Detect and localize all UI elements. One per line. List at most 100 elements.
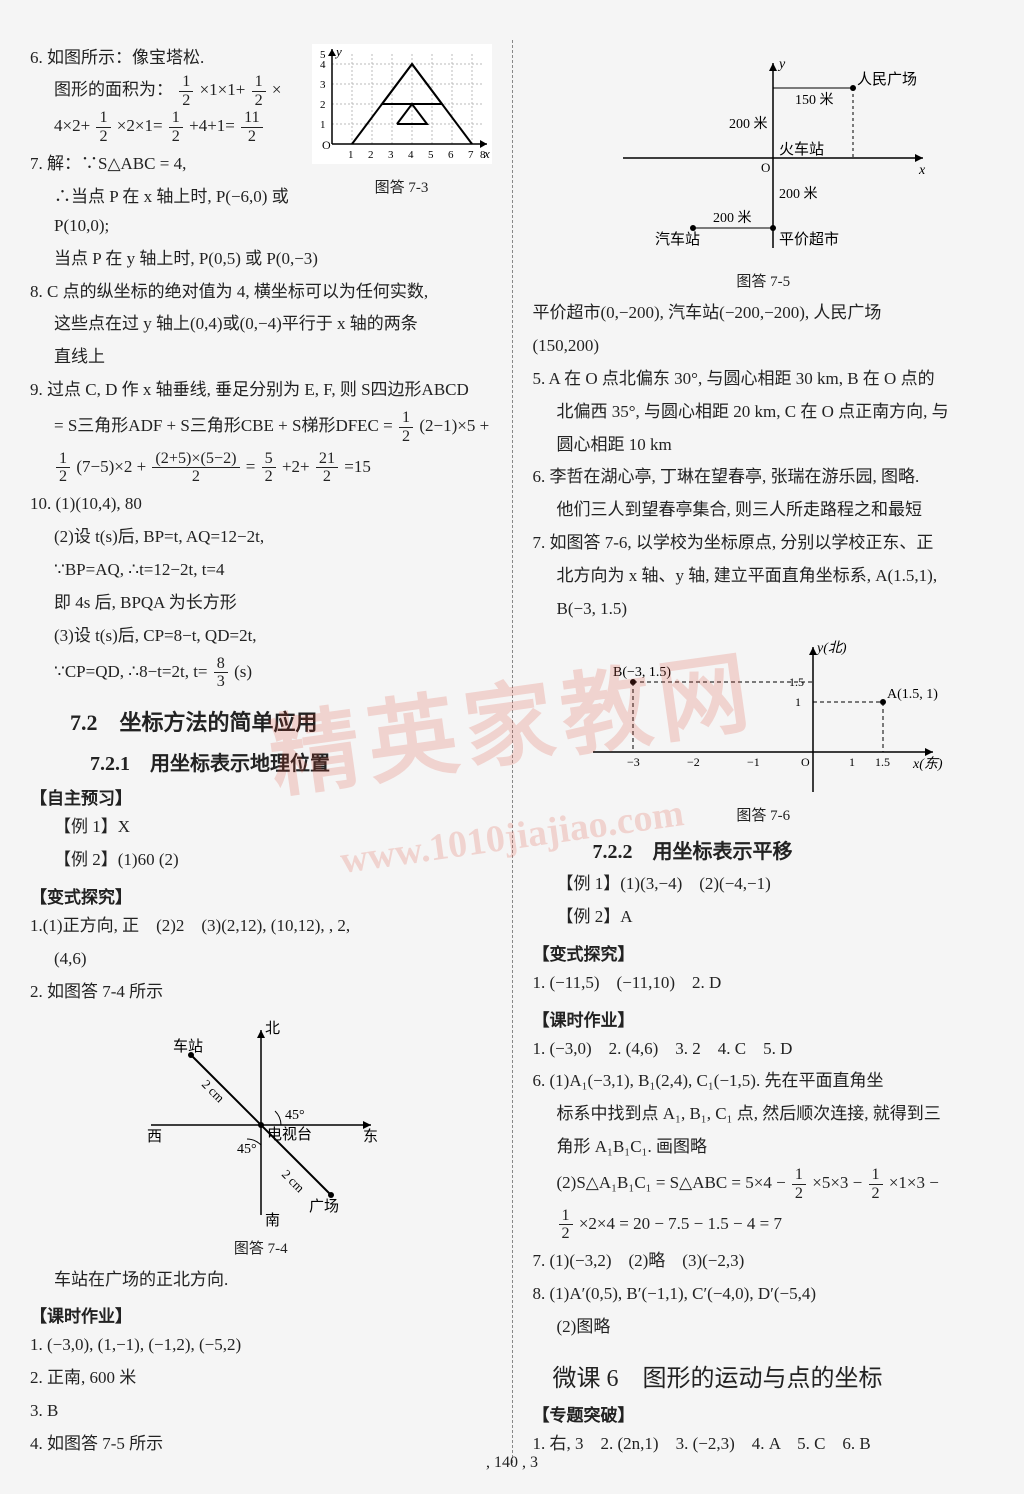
svg-text:平价超市: 平价超市 — [779, 231, 839, 248]
q10-c: ∵BP=AQ, ∴t=12−2t, t=4 — [30, 556, 492, 585]
svg-text:y: y — [334, 44, 342, 59]
rk1: 1. (−3,0) 2. (4,6) 3. 2 4. C 5. D — [533, 1035, 995, 1064]
svg-text:2: 2 — [320, 99, 326, 111]
svg-text:2 cm: 2 cm — [279, 1166, 308, 1195]
r-example-1: 【例 1】(1)(3,−4) (2)(−4,−1) — [533, 870, 995, 899]
r7-a: 7. 如图答 7-6, 以学校为坐标原点, 分别以学校正东、正 — [533, 529, 995, 558]
k2: 2. 正南, 600 米 — [30, 1364, 492, 1393]
rk6-a: 6. (1)A₁(−3,1), B₁(2,4), C₁(−1,5). 先在平面直… — [533, 1067, 995, 1096]
r5-c: 圆心相距 10 km — [533, 431, 995, 460]
svg-text:y: y — [777, 57, 786, 72]
svg-text:5: 5 — [320, 49, 326, 61]
svg-text:A(1.5, 1): A(1.5, 1) — [887, 687, 938, 702]
svg-text:x: x — [483, 146, 490, 161]
svg-text:4: 4 — [408, 149, 414, 161]
r7-c: B(−3, 1.5) — [533, 595, 995, 624]
b1-a: 1.(1)正方向, 正 (2)2 (3)(2,12), (10,12), , 2… — [30, 912, 492, 941]
r-intro2: (150,200) — [533, 332, 995, 361]
k1: 1. (−3,0), (1,−1), (−1,2), (−5,2) — [30, 1331, 492, 1360]
graph-7-5: 人民广场 150 米 200 米 火车站 200 米 200 米 汽车站 平价超… — [583, 48, 943, 268]
svg-text:1: 1 — [795, 695, 801, 709]
q8-c: 直线上 — [30, 343, 492, 372]
q10-f: ∵CP=QD, ∴8−t=2t, t= 83 (s) — [30, 655, 492, 692]
svg-text:O: O — [322, 138, 331, 152]
example-2: 【例 2】(1)60 (2) — [30, 846, 492, 875]
q10-e: (3)设 t(s)后, CP=8−t, QD=2t, — [30, 622, 492, 651]
zhuanti-tupo-title: 【专题突破】 — [533, 1401, 995, 1426]
label-renmin: 人民广场 — [857, 71, 917, 88]
graph-7-5-container: 人民广场 150 米 200 米 火车站 200 米 200 米 汽车站 平价超… — [533, 48, 995, 291]
svg-text:西: 西 — [147, 1129, 162, 1145]
q9-b: = S三角形ADF + S三角形CBE + S梯形DFEC = 12 (2−1)… — [30, 409, 492, 446]
q10-d: 即 4s 后, BPQA 为长方形 — [30, 589, 492, 618]
svg-text:200 米: 200 米 — [729, 116, 768, 132]
zizhu-yuxi-title: 【自主预习】 — [30, 784, 492, 809]
svg-text:2 cm: 2 cm — [199, 1076, 228, 1105]
graph-7-6-caption: 图答 7-6 — [533, 804, 995, 825]
svg-text:东: 东 — [363, 1128, 378, 1145]
section-7-2-1-title: 7.2.1 用坐标表示地理位置 — [90, 747, 492, 776]
svg-text:45°: 45° — [237, 1142, 257, 1157]
rk8-b: (2)图略 — [533, 1313, 995, 1342]
graph-7-4-caption: 图答 7-4 — [30, 1237, 492, 1258]
svg-text:3: 3 — [388, 149, 394, 161]
graph-7-3-caption: 图答 7-3 — [312, 176, 492, 202]
column-divider — [512, 40, 513, 1463]
graph-7-6: B(−3, 1.5) A(1.5, 1) y(北) x(东) −3 −2 −1 … — [573, 632, 953, 802]
graph-7-6-container: B(−3, 1.5) A(1.5, 1) y(北) x(东) −3 −2 −1 … — [533, 632, 995, 825]
svg-text:6: 6 — [448, 149, 454, 161]
r6-a: 6. 李哲在湖心亭, 丁琳在望春亭, 张瑞在游乐园, 图略. — [533, 463, 995, 492]
graph-7-4-container: 45° 45° 2 cm 2 cm 北 南 东 西 车站 电视台 广场 图答 7… — [30, 1015, 492, 1258]
rk8-a: 8. (1)A′(0,5), B′(−1,1), C′(−4,0), D′(−5… — [533, 1280, 995, 1309]
r7-b: 北方向为 x 轴、y 轴, 建立平面直角坐标系, A(1.5,1), — [533, 562, 995, 591]
q7-c: 当点 P 在 y 轴上时, P(0,5) 或 P(0,−3) — [30, 245, 492, 274]
svg-text:车站: 车站 — [173, 1038, 203, 1055]
svg-text:200 米: 200 米 — [713, 210, 752, 226]
svg-text:3: 3 — [320, 79, 326, 91]
page-number: , 140 , 3 — [486, 1454, 538, 1472]
svg-text:y(北): y(北) — [815, 640, 847, 656]
svg-text:电视台: 电视台 — [267, 1126, 312, 1143]
svg-text:7: 7 — [468, 149, 474, 161]
r5-a: 5. A 在 O 点北偏东 30°, 与圆心相距 30 km, B 在 O 点的 — [533, 365, 995, 394]
svg-text:x(东): x(东) — [912, 756, 943, 772]
svg-text:5: 5 — [428, 149, 434, 161]
rk7: 7. (1)(−3,2) (2)略 (3)(−2,3) — [533, 1247, 995, 1276]
svg-text:1: 1 — [348, 149, 354, 161]
section-7-2-title: 7.2 坐标方法的简单应用 — [70, 705, 492, 737]
svg-text:1: 1 — [320, 119, 326, 131]
svg-text:南: 南 — [265, 1212, 280, 1229]
k4: 4. 如图答 7-5 所示 — [30, 1430, 492, 1459]
bianshi-tanjiu-title-r: 【变式探究】 — [533, 940, 995, 965]
q10-a: 10. (1)(10,4), 80 — [30, 490, 492, 519]
svg-text:−1: −1 — [747, 755, 760, 769]
svg-text:O: O — [801, 755, 810, 769]
q9-a: 9. 过点 C, D 作 x 轴垂线, 垂足分别为 E, F, 则 S四边形AB… — [30, 376, 492, 405]
graph-7-3: O 12 34 56 78 12 34 5 x y — [312, 44, 492, 164]
r-intro: 平价超市(0,−200), 汽车站(−200,−200), 人民广场 — [533, 299, 995, 328]
svg-text:广场: 广场 — [309, 1198, 339, 1215]
svg-text:1.5: 1.5 — [789, 675, 804, 689]
svg-text:O: O — [761, 160, 770, 175]
rk6-2: (2)S△A₁B₁C₁ = S△ABC = 5×4 − 12 ×5×3 − 12… — [533, 1166, 995, 1203]
b2: 2. 如图答 7-4 所示 — [30, 978, 492, 1007]
graph-7-3-container: O 12 34 56 78 12 34 5 x y 图答 7-3 — [312, 44, 492, 201]
example-1: 【例 1】X — [30, 813, 492, 842]
svg-text:−3: −3 — [627, 755, 640, 769]
svg-text:1.5: 1.5 — [875, 755, 890, 769]
svg-text:北: 北 — [265, 1020, 280, 1037]
page-columns: O 12 34 56 78 12 34 5 x y 图答 7-3 6. 如图所示… — [30, 40, 994, 1463]
graph-7-4: 45° 45° 2 cm 2 cm 北 南 东 西 车站 电视台 广场 — [131, 1015, 391, 1235]
svg-text:火车站: 火车站 — [779, 141, 824, 158]
svg-text:−2: −2 — [687, 755, 700, 769]
r6-b: 他们三人到望春亭集合, 则三人所走路程之和最短 — [533, 496, 995, 525]
left-column: O 12 34 56 78 12 34 5 x y 图答 7-3 6. 如图所示… — [30, 40, 492, 1463]
q8-b: 这些点在过 y 轴上(0,4)或(0,−4)平行于 x 轴的两条 — [30, 310, 492, 339]
graph-7-5-caption: 图答 7-5 — [533, 270, 995, 291]
q6-block: O 12 34 56 78 12 34 5 x y 图答 7-3 6. 如图所示… — [30, 44, 492, 146]
zt1: 1. 右, 3 2. (2n,1) 3. (−2,3) 4. A 5. C 6.… — [533, 1430, 995, 1459]
svg-text:45°: 45° — [285, 1108, 305, 1123]
q10-b: (2)设 t(s)后, BP=t, AQ=12−2t, — [30, 523, 492, 552]
svg-text:150 米: 150 米 — [795, 92, 834, 108]
svg-text:汽车站: 汽车站 — [655, 231, 700, 248]
